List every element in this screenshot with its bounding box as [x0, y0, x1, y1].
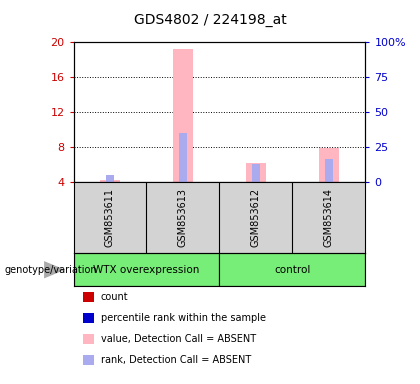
- Bar: [173, 49, 193, 182]
- Text: control: control: [274, 265, 311, 275]
- Bar: [252, 164, 260, 182]
- Text: value, Detection Call = ABSENT: value, Detection Call = ABSENT: [101, 334, 256, 344]
- Bar: [106, 175, 114, 182]
- Text: count: count: [101, 292, 129, 302]
- Text: GDS4802 / 224198_at: GDS4802 / 224198_at: [134, 13, 286, 27]
- Text: GSM853613: GSM853613: [178, 189, 188, 247]
- Text: GSM853611: GSM853611: [105, 189, 115, 247]
- Bar: [246, 163, 266, 182]
- Bar: [319, 148, 339, 182]
- Text: WTX overexpression: WTX overexpression: [93, 265, 200, 275]
- Bar: [220, 253, 365, 286]
- Text: genotype/variation: genotype/variation: [4, 265, 97, 275]
- Text: rank, Detection Call = ABSENT: rank, Detection Call = ABSENT: [101, 355, 251, 365]
- Polygon shape: [44, 261, 65, 278]
- Text: GSM853612: GSM853612: [251, 189, 261, 247]
- Bar: [325, 159, 333, 182]
- Bar: [179, 133, 186, 182]
- Bar: [74, 253, 220, 286]
- Bar: [100, 180, 120, 182]
- Text: percentile rank within the sample: percentile rank within the sample: [101, 313, 266, 323]
- Text: GSM853614: GSM853614: [324, 189, 334, 247]
